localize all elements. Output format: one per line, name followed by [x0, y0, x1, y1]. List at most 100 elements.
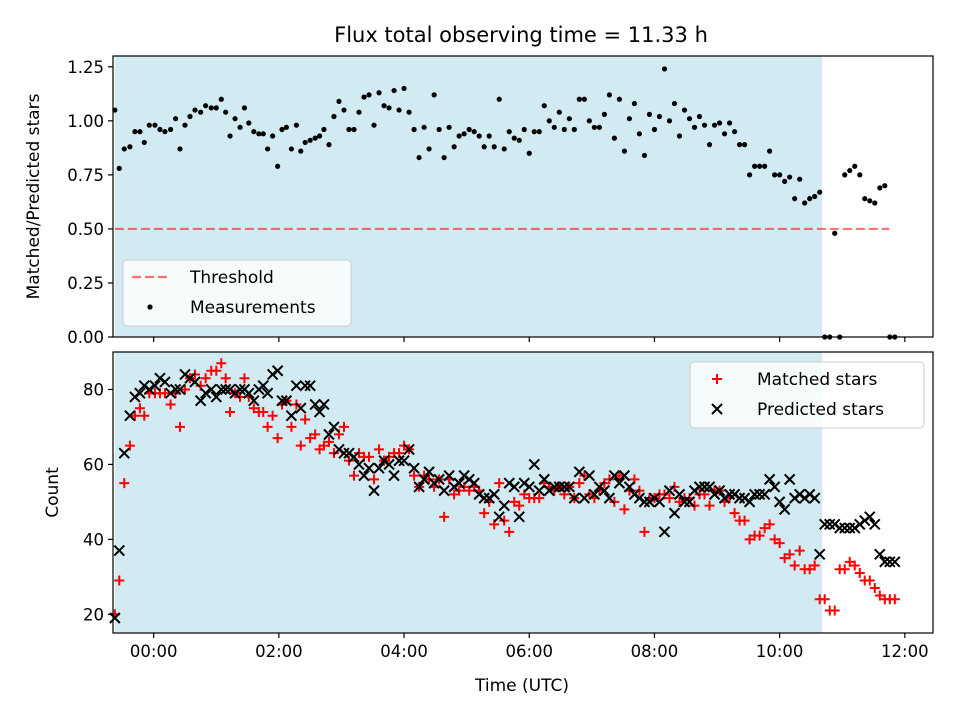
measurement-point	[471, 129, 477, 135]
measurement-point	[566, 116, 572, 122]
measurement-point	[852, 163, 858, 169]
measurement-point	[321, 126, 327, 133]
matched-point	[639, 526, 650, 537]
predicted-point	[443, 469, 455, 482]
measurement-point	[298, 148, 304, 154]
predicted-point	[210, 391, 222, 403]
matched-point	[323, 436, 334, 447]
legend-box	[122, 259, 352, 327]
predicted-point	[418, 473, 430, 486]
matched-point	[794, 545, 805, 556]
measurement-point	[203, 103, 209, 109]
predicted-point	[618, 469, 631, 482]
matched-point	[744, 534, 755, 545]
measurement-point	[431, 92, 437, 98]
matched-point	[374, 444, 385, 455]
predicted-point	[304, 380, 316, 392]
measurement-point	[331, 113, 337, 120]
measurement-point	[157, 126, 163, 133]
predicted-point	[493, 511, 505, 523]
measurement-point	[346, 126, 352, 133]
measurement-point	[526, 150, 532, 156]
predicted-point	[668, 507, 681, 519]
measurement-point	[787, 174, 793, 180]
predicted-point	[748, 488, 761, 501]
predicted-point	[299, 380, 311, 392]
measurement-point	[172, 116, 179, 122]
predicted-point	[393, 454, 405, 467]
measurement-point	[371, 122, 377, 128]
predicted-point	[159, 376, 171, 388]
predicted-point	[295, 402, 307, 414]
matched-point	[889, 594, 900, 605]
matched-point	[764, 519, 775, 530]
measurement-point	[506, 129, 512, 135]
y-tick-label: 0.25	[67, 274, 104, 293]
measurement-point	[752, 163, 758, 169]
measurement-point	[312, 135, 318, 141]
matched-point	[225, 406, 236, 417]
measurement-point	[857, 172, 863, 178]
predicted-point	[869, 518, 881, 531]
matched-point	[129, 410, 140, 421]
predicted-point	[523, 481, 535, 493]
matched-point	[258, 406, 269, 417]
measurement-point	[288, 146, 294, 152]
legend: Threshold Measurements	[122, 259, 352, 327]
measurement-point	[541, 103, 547, 109]
predicted-point	[169, 383, 182, 396]
measurement-point	[832, 230, 838, 236]
matched-point	[819, 594, 830, 605]
matched-point	[874, 590, 885, 601]
measurement-point	[847, 167, 853, 174]
matched-point	[369, 474, 380, 485]
matched-point	[829, 605, 840, 616]
measurement-point	[516, 137, 522, 143]
predicted-point	[373, 462, 385, 474]
measurement-point	[486, 133, 492, 139]
matched-point	[729, 508, 740, 519]
matched-point	[779, 553, 790, 564]
predicted-point	[398, 454, 410, 467]
measurement-point	[256, 131, 262, 137]
measurement-point	[232, 116, 238, 122]
predicted-point	[638, 496, 651, 508]
predicted-point	[768, 481, 781, 493]
y-tick-label: 80	[83, 380, 104, 399]
measurement-point	[501, 146, 507, 152]
measurement-point	[152, 122, 158, 128]
predicted-point	[613, 477, 626, 489]
predicted-point	[261, 387, 274, 399]
measurement-point	[531, 129, 537, 135]
matched-point	[534, 493, 545, 504]
predicted-point	[573, 466, 586, 478]
predicted-point	[778, 503, 791, 516]
predicted-point	[884, 556, 896, 568]
predicted-point	[363, 462, 375, 474]
matched-point	[220, 373, 231, 384]
matched-point	[514, 500, 525, 511]
measurement-point	[521, 126, 527, 133]
predicted-point	[199, 387, 212, 399]
measurement-point	[686, 116, 693, 122]
measurement-point	[842, 172, 848, 178]
predicted-point	[313, 406, 326, 418]
predicted-point	[583, 469, 596, 482]
predicted-point	[358, 469, 370, 482]
measurement-point	[436, 126, 442, 133]
measurement-point	[496, 96, 502, 102]
measurement-point	[867, 198, 873, 204]
predicted-point	[658, 526, 671, 538]
matched-point	[769, 534, 780, 545]
measurement-point	[246, 120, 252, 126]
predicted-point	[553, 481, 566, 493]
measurement-point	[270, 133, 276, 139]
measurement-point	[401, 85, 407, 92]
predicted-point	[438, 484, 450, 497]
measurement-point	[146, 122, 152, 128]
matched-point	[784, 549, 795, 560]
matched-point	[439, 511, 450, 522]
predicted-point	[383, 458, 395, 471]
matched-point	[124, 440, 135, 451]
